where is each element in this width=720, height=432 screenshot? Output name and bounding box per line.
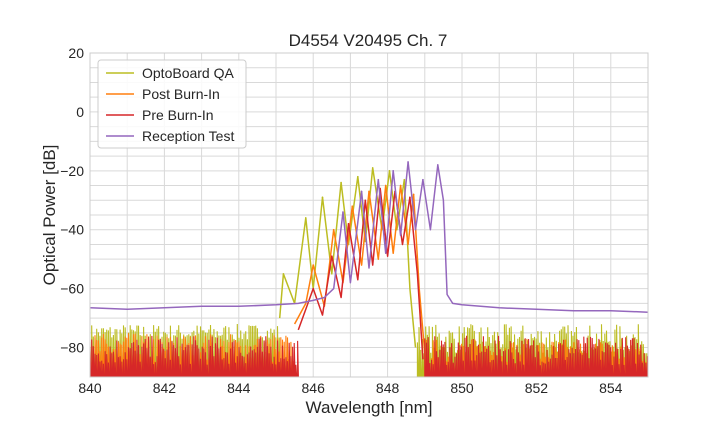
peak-point <box>321 196 324 199</box>
series-clip-layer <box>90 161 648 377</box>
x-tick-label: 854 <box>599 380 623 396</box>
y-tick-label: −60 <box>60 281 84 297</box>
tick-labels: 840 842 844 846 848 850 852 854 −80 −60 −40 −20 0 20 <box>60 45 622 396</box>
peak-point <box>312 264 315 266</box>
peak-point <box>409 196 411 199</box>
peak-point <box>331 255 333 258</box>
chart-title: D4554 V20495 Ch. 7 <box>289 31 448 50</box>
peak-point <box>377 178 380 181</box>
series-group <box>89 52 649 378</box>
legend: OptoBoard QA Post Burn-In Pre Burn-In Recep… <box>97 59 247 149</box>
plot-frame <box>89 52 649 378</box>
x-tick-label: 848 <box>376 380 400 396</box>
noise-floor-right <box>424 335 648 377</box>
y-axis-title: Optical Power [dB] <box>40 145 59 286</box>
peak-point <box>412 193 415 196</box>
peak-point <box>368 190 370 193</box>
peak-point <box>384 184 387 187</box>
peak-point <box>403 178 406 181</box>
x-tick-label: 846 <box>302 380 326 396</box>
peak-point <box>364 199 367 202</box>
peak-point <box>340 181 342 184</box>
legend-label: Pre Burn-In <box>142 107 214 123</box>
legend-box <box>97 59 247 149</box>
peak-point <box>304 217 307 219</box>
series-pre-burn-in <box>90 187 648 377</box>
peak-point <box>392 170 394 172</box>
peak-point <box>422 178 424 181</box>
x-axis-title: Wavelength [nm] <box>306 398 433 417</box>
x-tick-label: 844 <box>227 380 251 396</box>
noise-floor-right <box>416 324 648 377</box>
peak-point <box>282 273 285 275</box>
legend-label: OptoBoard QA <box>142 65 234 81</box>
x-tick-label: 852 <box>525 380 549 396</box>
peak-point <box>351 205 354 207</box>
y-tick-label: 0 <box>76 104 84 120</box>
legend-label: Post Burn-In <box>142 86 220 102</box>
x-tick-label: 840 <box>78 380 102 396</box>
series-reception-test <box>90 161 648 313</box>
peak-point <box>357 175 359 178</box>
peak-point <box>342 211 344 213</box>
y-tick-label: −80 <box>60 340 84 356</box>
y-tick-label: −20 <box>60 163 84 179</box>
peak-point <box>312 287 315 290</box>
noise-floor-left <box>90 335 299 377</box>
x-tick-label: 842 <box>153 380 177 396</box>
series-line <box>90 161 648 313</box>
y-tick-label: −40 <box>60 222 84 238</box>
peak-point <box>388 170 391 172</box>
peak-point <box>399 184 402 187</box>
peak-point <box>360 190 363 193</box>
y-tick-label: 20 <box>68 45 84 61</box>
x-tick-label: 850 <box>450 380 474 396</box>
peak-point <box>437 164 439 166</box>
peak-point <box>371 167 374 169</box>
peak-point <box>407 161 409 163</box>
peak-point <box>332 228 335 231</box>
legend-label: Reception Test <box>142 128 234 144</box>
peak-point <box>347 223 350 225</box>
